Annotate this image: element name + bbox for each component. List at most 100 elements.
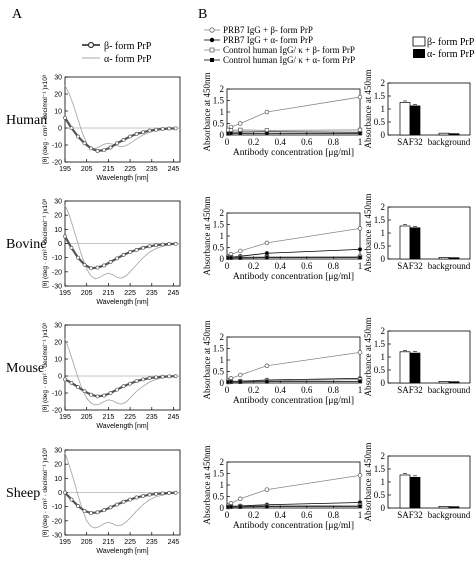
bar-y-tick-label: 0 [381,130,386,140]
cd-beta-point [134,132,139,136]
elisa-y-tick-label: 1 [220,231,225,241]
cd-beta-point [82,389,87,394]
elisa-x-tick-label: 0.6 [301,261,313,271]
cd-y-tick-label: 0 [58,490,62,497]
cd-beta-point [121,137,126,142]
bar-category-label: SAF32 [397,261,423,271]
cd-legend-alpha-label: α- form PrP [104,54,152,65]
cd-beta-point [160,491,165,496]
elisa-x-tick-label: 0.2 [248,137,259,147]
bar-alpha [409,105,421,136]
cd-beta-point [128,497,132,502]
bar-category-label: background [428,137,471,147]
bar-y-tick-label: 1 [381,352,386,362]
cd-beta-point [160,242,165,247]
cd-legend-beta-marker [87,41,95,49]
cd-y-axis-label: [θ] (deg · cm² · decimol⁻¹ )x10³ [42,198,49,288]
elisa-y-axis-label: Absorbance at 450nm [202,197,212,276]
cd-beta-point [76,134,80,139]
bar-beta [399,351,411,384]
cd-y-tick-label: -10 [52,143,62,150]
elisa-control-alpha-point [264,379,270,384]
cd-y-tick-label: 20 [54,340,62,347]
bar-legend-beta-swatch [412,36,426,47]
bar-y-axis-label: Absorbance at 450nm [363,194,373,273]
bar-alpha [448,133,460,136]
bar-chart: 0 0.5 1 1.5 2 Absorbance at 450nm SAF32 backgro… [363,443,471,522]
elisa-prb7-beta-point [264,109,270,115]
elisa-x-tick-label: 0 [225,385,230,395]
elisa-control-alpha-point [238,131,243,136]
cd-y-tick-label: -20 [52,269,62,276]
bar-alpha [448,257,460,260]
cd-beta-point [141,494,146,498]
bar-y-tick-label: 1 [381,477,386,487]
cd-beta-point [115,387,119,392]
elisa-control-alpha-point [238,379,243,384]
elisa-y-tick-label: 0 [220,503,225,513]
bar-y-axis-label: Absorbance at 450nm [363,70,373,149]
elisa-y-tick-label: 1.5 [213,344,225,354]
cd-legend: β- form PrP α- form PrP [82,41,152,65]
elisa-prb7-alpha-line [228,248,361,258]
cd-beta-point [63,490,67,495]
cd-x-tick-label: 235 [146,539,158,546]
cd-x-tick-label: 205 [81,166,93,173]
cd-y-tick-label: 30 [54,323,62,330]
cd-x-tick-label: 235 [146,290,158,297]
cd-beta-point [121,499,126,504]
cd-alpha-line [64,85,176,150]
elisa-y-tick-label: 2 [220,457,225,467]
elisa-y-tick-label: 2 [220,84,225,94]
elisa-control-alpha-line [228,380,361,383]
cd-y-tick-label: -30 [52,284,62,291]
cd-beta-point [141,245,146,250]
cd-beta-point [102,508,106,513]
bar-y-tick-label: 0.5 [374,117,386,127]
cd-beta-point [147,376,152,380]
elisa-prb7-alpha-line [228,131,361,134]
cd-beta-point [69,245,74,250]
cd-x-tick-label: 205 [81,414,93,421]
bar-y-tick-label: 1.5 [374,464,386,474]
cd-beta-point [134,247,139,252]
elisa-control-alpha-point [228,379,234,384]
cd-x-tick-label: 225 [124,166,136,173]
panel-label-b: B [198,7,207,22]
elisa-x-tick-label: 0.4 [275,261,287,271]
elisa-y-tick-label: 1 [220,355,225,365]
bar-category-label: SAF32 [397,137,423,147]
cd-beta-point [69,380,74,385]
legend-filled-square-marker [210,58,214,62]
cd-beta-point [115,502,119,507]
cd-x-tick-label: 235 [146,166,158,173]
elisa-control-alpha-point [357,255,363,260]
cd-beta-point [69,497,74,502]
elisa-prb7-beta-point [357,473,363,478]
elisa-prb7-beta-point [357,94,363,100]
bar-category-label: background [428,261,471,271]
bar-category-label: background [428,385,471,395]
elisa-y-tick-label: 1.5 [213,96,225,106]
cd-beta-point [154,243,159,248]
cd-beta-point [82,509,87,513]
elisa-x-tick-label: 0.8 [328,137,340,147]
cd-y-tick-label: -20 [52,518,62,525]
elisa-y-tick-label: 1 [220,107,225,117]
cd-y-tick-label: 0 [58,126,62,133]
bar-y-tick-label: 1 [381,104,386,114]
cd-beta-point [95,394,100,399]
elisa-y-tick-label: 0 [220,378,225,388]
cd-y-tick-label: 0 [58,241,62,248]
cd-x-tick-label: 225 [124,539,136,546]
cd-y-tick-label: -20 [52,160,62,167]
elisa-y-axis-label: Absorbance at 450nm [202,73,212,152]
cd-y-tick-label: 10 [54,109,62,116]
elisa-x-tick-label: 0.6 [301,385,313,395]
